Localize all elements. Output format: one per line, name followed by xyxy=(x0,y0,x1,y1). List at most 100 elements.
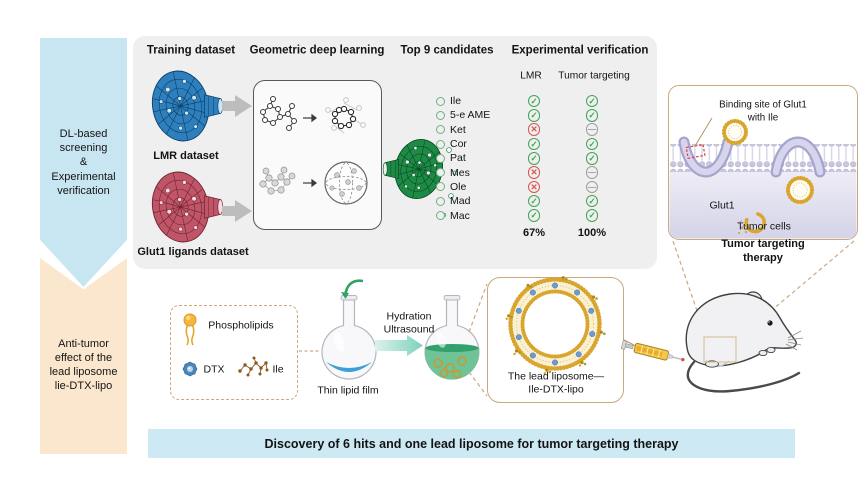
candidate-row: Mad xyxy=(436,194,490,208)
candidate-row: Mac xyxy=(436,208,490,222)
tumor-result-icon: ✓ xyxy=(585,209,599,222)
tumor-cells-label: Tumor cells xyxy=(737,220,791,233)
lmr-dataset-disc-icon xyxy=(146,65,223,147)
syringe-icon xyxy=(620,339,685,362)
phospholipids-label: Phospholipids xyxy=(208,319,274,332)
step-banner-screening: DL-based screening & Experimental verifi… xyxy=(40,38,127,287)
flow-arrow-icon xyxy=(222,95,252,222)
training-dataset-header: Training dataset xyxy=(146,44,236,57)
tumor-result-icon: ✓ xyxy=(585,194,599,208)
lmr-result-icon: ✓ xyxy=(527,194,541,208)
candidate-bullet-icon xyxy=(436,168,445,178)
candidate-list: Ile 5-e AME Ket Cor Pat Mes Ole Mad Mac xyxy=(436,94,490,223)
lmr-result-icon: ✕ xyxy=(527,180,541,194)
liposome-ring-icon xyxy=(721,118,749,146)
candidate-name: 5-e AME xyxy=(450,109,491,122)
candidate-name: Ole xyxy=(450,180,467,193)
candidate-bullet-icon xyxy=(436,125,445,135)
candidate-bullet-icon xyxy=(436,211,445,221)
step-antitumor-label: Anti-tumor effect of the lead liposome l… xyxy=(49,337,118,393)
candidate-row: Ile xyxy=(436,94,490,108)
candidate-name: Ile xyxy=(450,95,462,108)
lmr-result-icon: ✕ xyxy=(527,123,541,136)
glut1-label: Glut1 xyxy=(709,199,735,212)
top-candidates-header: Top 9 candidates xyxy=(400,44,494,57)
dtx-payload-dots xyxy=(515,282,596,366)
candidate-bullet-icon xyxy=(436,153,445,163)
lmr-result-icon: ✓ xyxy=(527,94,541,108)
candidate-name: Ket xyxy=(450,123,466,136)
candidate-name: Mes xyxy=(450,166,470,179)
candidate-row: Pat xyxy=(436,151,490,165)
ingredients-box xyxy=(170,305,298,400)
mouse-body xyxy=(685,292,797,367)
candidate-row: Cor xyxy=(436,137,490,151)
mouse-whiskers xyxy=(785,330,804,351)
thin-film-label: Thin lipid film xyxy=(317,384,379,397)
molecule-graph-embedded-icon xyxy=(325,97,366,134)
lmr-results-column: ✓ ✓ ✕ ✓ ✓ ✕ ✕ ✓ ✓ xyxy=(514,94,554,223)
candidate-bullet-icon xyxy=(436,196,445,206)
conclusion-banner: Discovery of 6 hits and one lead liposom… xyxy=(148,429,795,458)
candidate-name: Pat xyxy=(450,152,466,165)
glut1-dataset-label: Glut1 ligands dataset xyxy=(137,245,249,258)
screening-panel xyxy=(133,36,657,269)
therapy-caption: Tumor targeting therapy xyxy=(721,237,805,264)
lead-liposome-icon xyxy=(505,276,606,375)
add-arrow-icon xyxy=(341,279,364,299)
candidate-bullet-icon xyxy=(436,139,445,149)
binding-site-label: Binding site of Glut1 with Ile xyxy=(719,99,807,123)
step-screening-label: DL-based screening & Experimental verifi… xyxy=(51,128,116,197)
molecule-graph-2d-icon xyxy=(260,96,297,131)
candidates-scatter-dots xyxy=(441,147,458,218)
process-arrow-icon xyxy=(375,335,423,356)
lead-liposome-box xyxy=(487,277,624,403)
flask-thin-film-icon xyxy=(321,295,377,380)
lmr-result-icon: ✕ xyxy=(527,166,541,179)
candidate-name: Cor xyxy=(450,138,467,151)
tumor-success-rate: 100% xyxy=(577,226,607,239)
geometric-deep-learning-box xyxy=(253,80,382,230)
sphere-embedding-icon xyxy=(324,161,368,205)
tumor-result-icon: ✓ xyxy=(585,109,599,122)
tumor-result-icon: — xyxy=(585,166,599,179)
lmr-result-icon: ✓ xyxy=(527,109,541,122)
flask-liposomes-icon xyxy=(424,295,480,380)
lmr-result-icon: ✓ xyxy=(527,151,541,165)
liposome-ring-icon xyxy=(785,175,815,205)
ile-molecule-icon xyxy=(238,356,269,377)
candidate-row: Ole xyxy=(436,180,490,194)
glut1-dataset-disc-icon xyxy=(146,166,223,248)
transform-arrow-icon xyxy=(303,113,317,188)
candidate-bullet-icon xyxy=(436,96,445,106)
binding-site-highlight-icon xyxy=(685,143,706,159)
callout-cone-lines xyxy=(468,283,488,397)
molecule-3d-icon xyxy=(259,166,296,195)
tumor-result-icon: ✓ xyxy=(585,151,599,165)
phospholipid-icon xyxy=(183,313,197,346)
verification-header: Experimental verification xyxy=(511,44,649,57)
mouse-eye xyxy=(767,320,773,326)
candidate-name: Mac xyxy=(450,209,470,222)
tumor-result-icon: — xyxy=(585,180,599,194)
ile-surface-ligands xyxy=(505,276,606,375)
candidate-bullet-icon xyxy=(436,182,445,192)
liposome-releasing-icon xyxy=(737,212,767,234)
candidate-row: 5-e AME xyxy=(436,108,490,122)
lmr-result-icon: ✓ xyxy=(527,137,541,151)
ile-label: Ile xyxy=(272,363,284,376)
tumor-result-icon: — xyxy=(585,123,599,136)
step-banner-antitumor: Anti-tumor effect of the lead liposome l… xyxy=(40,258,127,454)
candidate-row: Mes xyxy=(436,165,490,179)
mouse-illustration xyxy=(685,291,804,393)
lmr-result-icon: ✓ xyxy=(527,209,541,222)
cell-membrane-illustration xyxy=(669,117,857,239)
lead-liposome-label: The lead liposome— Ile-DTX-lipo xyxy=(507,370,605,396)
process-label: Hydration Ultrasound xyxy=(383,310,435,336)
lmr-column-header: LMR xyxy=(520,70,542,82)
mouse-tail xyxy=(686,360,801,393)
tumor-highlight-box xyxy=(703,336,737,363)
lmr-dataset-label: LMR dataset xyxy=(153,149,219,162)
